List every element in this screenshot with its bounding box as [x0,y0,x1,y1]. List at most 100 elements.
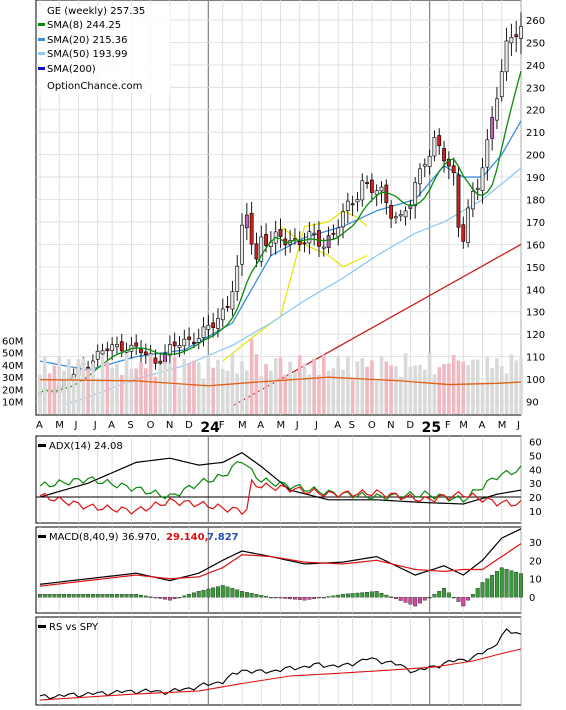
volume-bar [403,353,408,414]
adx-legend: ADX(14) 24.08 [38,441,123,452]
macd-histogram-bar [134,594,139,598]
macd-histogram-bar [172,597,177,599]
volume-bar [86,368,90,414]
macd-histogram-bar [167,597,172,601]
volume-bar [471,359,475,414]
macd-histogram-bar [389,596,394,598]
x-axis-label: O [147,420,155,431]
volume-bar [119,374,124,414]
x-axis-label: M [498,420,507,431]
macd-histogram-bar [514,571,519,598]
volume-bar [235,373,240,414]
volume-bar [273,358,278,414]
candle-body [312,232,317,235]
macd-histogram-bar [105,594,110,598]
candle-body [220,308,225,321]
macd-histogram-bar [220,585,225,598]
candle-body [206,324,211,330]
price-tick-label: 200 [526,151,545,162]
volume-bar [115,363,119,414]
candle-body [278,229,283,237]
macd-histogram-bar [446,592,451,598]
volume-bar [509,354,514,414]
rs-ma-line [39,648,522,701]
volume-bar [331,368,336,414]
panel-frame [35,526,522,614]
volume-bar [264,364,268,414]
macd-histogram-bar [321,597,326,599]
sma50-swatch [38,52,45,55]
candle-body [369,179,374,193]
volume-bar [389,365,393,414]
candle-body [413,182,418,207]
x-axis-label: M [238,420,247,431]
candle-body [326,235,331,248]
macd-histogram-bar [90,594,95,598]
x-axis-label: 24 [200,420,220,436]
macd-histogram-bar [240,591,244,598]
legend-sma200: SMA(200) [47,64,96,75]
candle-body [244,214,249,229]
volume-bar [475,359,480,414]
macd-histogram-bar [490,574,495,598]
price-tick-label: 240 [526,61,545,72]
avg-volume-line [39,376,522,387]
x-axis-label: J [93,420,97,431]
volume-bar [341,370,345,414]
candle-body [432,137,437,157]
macd-histogram-bar [244,592,249,598]
x-axis-label: M [277,420,286,431]
volume-bar [259,375,264,414]
macd-histogram-bar [95,594,100,598]
volume-bar [413,365,417,414]
macd-histogram-bar [509,570,514,598]
volume-bar [394,366,398,414]
macd-histogram-bar [182,595,187,598]
candle-body [302,242,307,245]
candle-body [350,203,355,206]
candle-body [172,341,177,347]
panel-frame [35,435,522,524]
macd-histogram-bar [350,593,355,598]
macd-histogram-bar [124,594,129,598]
price-tick-label: 90 [526,398,539,409]
candle-body [321,246,326,249]
volume-bar [110,367,114,414]
candle-body [225,305,230,308]
volume-bar [432,374,437,414]
candle-body [153,357,158,364]
macd-histogram-bar [336,594,341,598]
macd-histogram-bar [81,594,86,598]
adx-tick-label: 20 [529,493,542,504]
legend-sma8: SMA(8) 244.25 [47,20,121,31]
candle-body [490,117,495,139]
macd-histogram-bar [461,597,466,607]
macd-histogram-bar [148,596,153,598]
macd-histogram-bar [317,597,321,599]
candle-body [216,318,220,329]
candle-body [495,98,499,121]
volume-bar [456,360,461,414]
macd-histogram-bar [206,588,211,598]
volume-tick-label: 10M [2,398,23,409]
macd-histogram-bar [235,589,240,598]
volume-bar [307,374,312,414]
volume-bar [519,358,523,414]
macd-label: MACD(8,40,9) 36.970, [49,532,160,543]
macd-histogram-bar [62,594,66,598]
macd-histogram-bar [254,594,259,598]
sma8-swatch [38,23,45,26]
volume-bar [336,357,341,414]
candle-body [519,26,523,39]
macd-histogram-bar [71,594,76,598]
volume-bar [461,361,466,414]
macd-histogram-bar [268,597,273,599]
volume-bar [211,367,215,414]
volume-bar [95,378,100,414]
volume-bar [67,358,71,414]
macd-histogram-bar [499,567,504,598]
volume-bar [62,370,66,414]
macd-histogram-bar [413,597,418,607]
volume-bar [71,377,76,414]
candle-body [475,187,480,190]
